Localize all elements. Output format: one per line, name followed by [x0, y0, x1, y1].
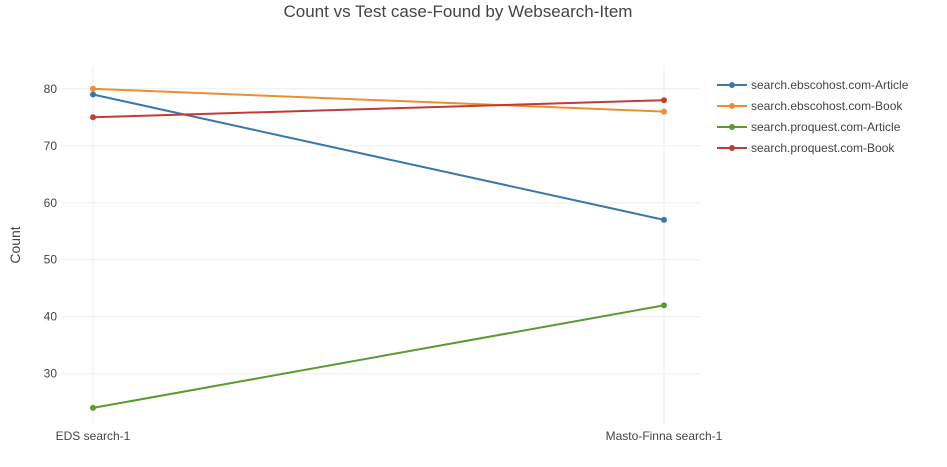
series-line[interactable] [92, 93, 665, 221]
legend-marker [729, 102, 735, 109]
y-axis-title: Count [7, 226, 23, 263]
series-line[interactable] [92, 304, 665, 409]
y-tick-label: 40 [44, 310, 58, 324]
legend-marker [729, 144, 735, 151]
legend-swatch [716, 79, 748, 91]
legend-item[interactable]: search.proquest.com-Article [716, 116, 908, 137]
data-point[interactable] [90, 85, 96, 92]
data-point[interactable] [661, 108, 667, 115]
legend-item[interactable]: search.proquest.com-Book [716, 137, 908, 158]
legend-label: search.proquest.com-Article [751, 119, 901, 134]
chart-title: Count vs Test case-Found by Websearch-It… [283, 2, 633, 21]
y-tick-label: 80 [44, 82, 58, 96]
legend-swatch [716, 121, 748, 133]
series-line[interactable] [92, 87, 665, 113]
legend-item[interactable]: search.ebscohost.com-Article [716, 74, 908, 95]
y-tick-label: 60 [44, 196, 58, 210]
x-tick-label: EDS search-1 [56, 429, 131, 443]
y-tick-label: 30 [44, 367, 58, 381]
data-point[interactable] [661, 302, 667, 309]
legend-item[interactable]: search.ebscohost.com-Book [716, 95, 908, 116]
legend-label: search.ebscohost.com-Book [751, 98, 903, 113]
x-tick-label: Masto-Finna search-1 [606, 429, 723, 443]
y-tick-label: 50 [44, 253, 58, 267]
legend-swatch [716, 142, 748, 154]
data-point[interactable] [661, 216, 667, 223]
legend-swatch [716, 100, 748, 112]
series-line[interactable] [92, 99, 665, 119]
legend[interactable]: search.ebscohost.com-Article search.ebsco… [716, 74, 908, 158]
y-tick-label: 70 [44, 139, 58, 153]
legend-label: search.proquest.com-Book [751, 140, 895, 155]
legend-marker [729, 123, 735, 130]
legend-marker [729, 81, 735, 88]
legend-label: search.ebscohost.com-Article [751, 77, 909, 92]
data-point[interactable] [90, 91, 96, 98]
data-point[interactable] [90, 114, 96, 121]
data-point[interactable] [90, 404, 96, 411]
data-point[interactable] [661, 97, 667, 104]
